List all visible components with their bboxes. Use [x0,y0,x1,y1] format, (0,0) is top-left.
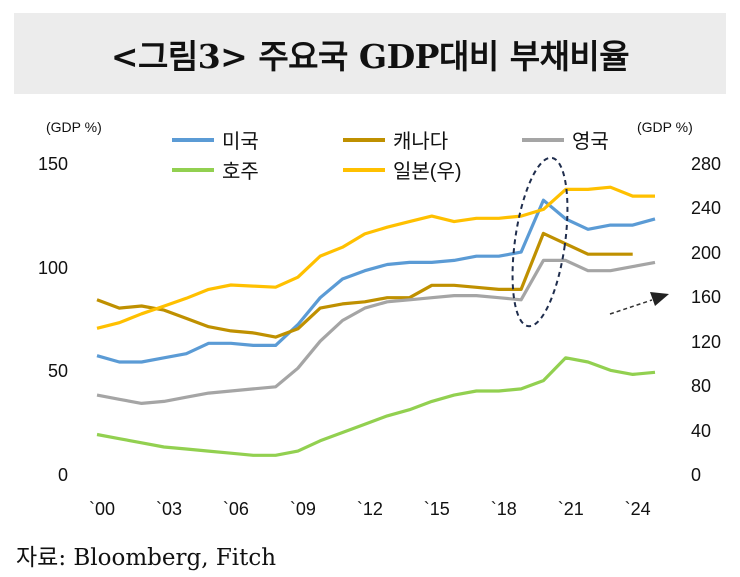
legend-item: 캐나다 [343,125,448,154]
legend-swatch [343,137,385,142]
right-axis-unit: (GDP %) [637,119,693,135]
left-tick-label: 150 [37,154,68,174]
x-tick-label: `06 [222,499,249,519]
x-tick-label: `12 [356,499,383,519]
legend-swatch [172,167,214,172]
title-bar: <그림3> 주요국 GDP대비 부채비율 [14,13,726,94]
x-tick-label: `24 [624,499,651,519]
x-tick-label: `03 [155,499,182,519]
legend-label: 호주 [222,161,259,183]
series-line-1 [96,231,633,339]
left-axis-unit: (GDP %) [46,119,102,135]
x-tick-label: `15 [423,499,450,519]
x-tick-label: `00 [89,499,116,519]
trend-arrow-shaft [609,299,653,315]
legend-label: 캐나다 [393,131,449,153]
right-tick-label: 80 [691,376,712,397]
series-line-3 [96,356,656,457]
x-tick-label: `18 [490,499,517,519]
highlight-ellipse [511,156,569,328]
series-line-2 [96,258,656,405]
right-tick-label: 0 [691,465,702,485]
series-line-4 [96,185,655,330]
legend-label: 영국 [572,131,609,153]
legend-swatch [522,137,564,142]
source-note: 자료: Bloomberg, Fitch [16,545,277,571]
legend-item: 영국 [522,125,609,154]
legend-swatch [343,167,385,172]
right-tick-label: 120 [691,331,722,352]
legend-label: 미국 [222,131,259,153]
legend-item: 미국 [172,125,259,154]
legend-item: 호주 [172,155,259,184]
right-tick-label: 40 [691,420,712,441]
x-tick-label: `21 [557,499,584,519]
left-tick-label: 100 [37,257,68,278]
legend-item: 일본(우) [343,155,462,184]
series-line-0 [96,198,656,364]
left-tick-label: 0 [57,465,68,485]
trend-arrow-head [650,292,669,306]
legend-swatch [172,137,214,142]
right-tick-label: 200 [691,242,722,263]
chart-title: <그림3> 주요국 GDP대비 부채비율 [110,36,630,76]
legend-label: 일본(우) [393,161,462,183]
left-tick-label: 50 [47,361,68,382]
right-tick-label: 160 [691,287,722,308]
x-tick-label: `09 [289,499,316,519]
right-tick-label: 240 [691,198,722,219]
right-tick-label: 280 [691,154,722,174]
